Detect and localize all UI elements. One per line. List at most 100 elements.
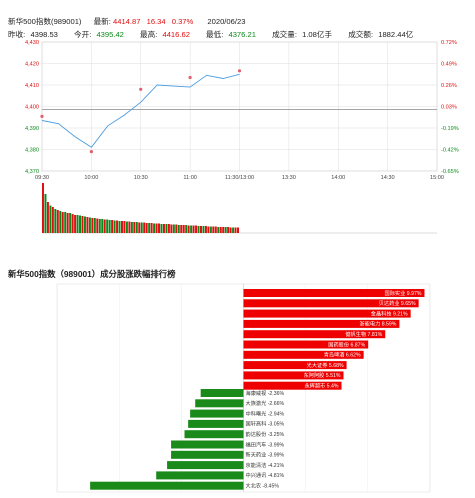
time-x-tick-label: 10:00 <box>84 175 98 181</box>
latest-label: 最新: <box>93 17 111 26</box>
volume-bar <box>227 227 230 233</box>
prev-close-label: 昨收: <box>8 30 26 39</box>
price-y-tick-label: 4,390 <box>25 126 39 132</box>
pct-y-tick-label: -0.42% <box>441 148 459 154</box>
volume-bar <box>88 217 91 233</box>
volume-bar <box>172 224 175 233</box>
quote-header-row2: 昨收: 4398.53 今开: 4395.42 最高: 4416.62 最低: … <box>8 29 413 40</box>
volume-bar <box>128 221 131 233</box>
gainer-bar <box>243 381 342 390</box>
volume-bar <box>209 226 212 233</box>
volume-bar <box>61 212 64 233</box>
volume-label: 成交量: <box>272 30 297 39</box>
low-value: 4376.21 <box>228 30 256 39</box>
pct-y-tick-label: 0.72% <box>441 40 457 46</box>
volume-bar <box>93 218 96 233</box>
quote-header-row1: 新华500指数(989001) 最新: 4414.87 16.34 0.37% … <box>8 16 245 27</box>
volume-bar <box>113 220 116 233</box>
volume-bar <box>108 220 111 233</box>
volume-bar <box>217 227 220 233</box>
loser-label: 大北农 -8.45% <box>246 482 280 490</box>
volume-bar <box>237 227 240 233</box>
volume-bar <box>101 219 104 233</box>
volume-bar <box>153 223 156 233</box>
prev-close-value: 4398.53 <box>30 30 58 39</box>
time-x-tick-label: 14:30 <box>381 175 395 181</box>
gainer-bar <box>243 340 369 349</box>
loser-label: 国轩高科 -3.05% <box>246 420 285 428</box>
volume-bar <box>204 226 207 233</box>
gainer-bar <box>243 309 411 318</box>
quote-date: 2020/06/23 <box>207 17 246 26</box>
gainer-label: 健帆生物 7.81% <box>345 330 382 338</box>
low-label: 最低: <box>206 30 224 39</box>
volume-bar <box>150 223 153 233</box>
volume-bar <box>59 211 62 233</box>
volume-bar <box>145 223 148 233</box>
gainer-bar <box>243 361 347 370</box>
volume-bar <box>71 214 74 233</box>
gainer-label: 东阿阿胶 5.51% <box>304 371 341 379</box>
price-y-tick-label: 4,370 <box>25 169 39 175</box>
volume-bar <box>133 222 136 233</box>
volume-bar <box>135 222 138 233</box>
volume-bar <box>197 226 200 233</box>
volume-bar <box>130 222 133 233</box>
volume-bar <box>56 210 59 233</box>
volume-bar <box>123 221 126 233</box>
amount-value: 1882.44亿 <box>378 30 414 39</box>
volume-bar <box>202 226 205 233</box>
price-line <box>41 73 240 148</box>
volume-bar <box>49 205 52 233</box>
gainer-bar <box>243 299 419 308</box>
volume-bar <box>118 221 121 233</box>
volume-bar <box>44 194 47 233</box>
volume-bar <box>187 225 190 233</box>
loser-bar <box>195 399 244 408</box>
time-x-tick-label: 13:30 <box>282 175 296 181</box>
loser-label: 福田汽车 -3.99% <box>246 440 285 448</box>
gainer-label: 青岛啤酒 6.62% <box>324 351 361 359</box>
volume-bar <box>76 215 79 233</box>
volume-bar <box>42 183 44 233</box>
change-value: 16.34 <box>146 17 166 26</box>
volume-bar <box>86 217 89 233</box>
time-x-tick-label: 11:30/13:00 <box>225 175 254 181</box>
price-y-tick-label: 4,400 <box>25 105 39 111</box>
pct-y-tick-label: 0.26% <box>441 83 457 89</box>
open-label: 今开: <box>74 30 92 39</box>
time-x-tick-label: 11:00 <box>183 175 197 181</box>
pct-y-tick-label: -0.65% <box>441 169 459 175</box>
volume-bar <box>177 225 180 233</box>
gainer-label: 永辉超市 5.4% <box>304 382 338 390</box>
price-marker-point <box>188 75 192 80</box>
volume-bar <box>81 216 84 233</box>
volume-bar <box>125 221 128 233</box>
volume-bar <box>212 226 215 233</box>
volume-bar <box>158 223 161 233</box>
loser-label: 中兴通讯 -4.81% <box>246 471 285 479</box>
pct-y-tick-label: 0.49% <box>441 62 457 68</box>
latest-value: 4414.87 <box>113 17 141 26</box>
volume-bar <box>116 220 119 233</box>
loser-label: 韵达股份 -3.25% <box>246 430 285 438</box>
loser-bar <box>171 450 244 459</box>
volume-bar <box>165 224 168 233</box>
volume-bar <box>234 227 237 233</box>
volume-bar <box>69 213 72 233</box>
volume-bar <box>180 225 183 233</box>
high-value: 4416.62 <box>162 30 190 39</box>
pct-y-tick-label: 0.03% <box>441 105 457 111</box>
gainer-bar <box>243 319 400 328</box>
volume-bar <box>46 202 49 233</box>
gainer-label: 光大证券 5.68% <box>307 361 344 369</box>
price-y-tick-label: 4,420 <box>25 62 39 68</box>
time-x-tick-label: 09:30 <box>35 175 49 181</box>
volume-bar <box>111 220 114 233</box>
price-marker-point <box>89 150 93 154</box>
volume-bar <box>160 224 163 233</box>
volume-bar <box>175 224 178 233</box>
time-x-tick-label: 15:00 <box>430 175 444 181</box>
loser-bar <box>156 471 244 480</box>
volume-bar <box>200 226 202 233</box>
